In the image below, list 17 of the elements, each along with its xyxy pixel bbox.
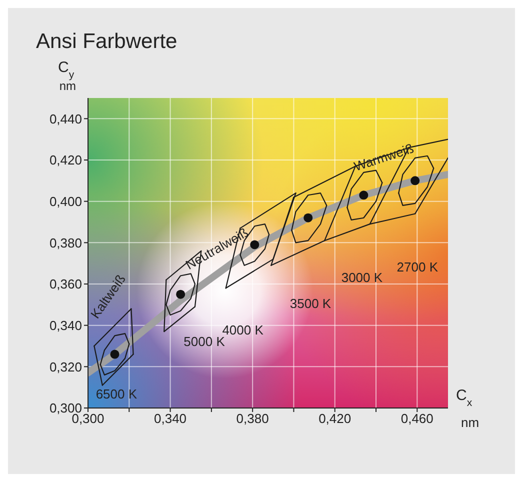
annotation: 3500 K	[290, 296, 332, 312]
y-tick-label: 0,340	[49, 318, 82, 333]
chart-title: Ansi Farbwerte	[36, 30, 178, 54]
y-tick-label: 0,420	[49, 152, 82, 168]
y-axis-title: C$_{y}$ nm	[58, 59, 76, 93]
y-tick-label: 0,380	[49, 235, 82, 250]
x-tick-label: 0,340	[154, 411, 187, 426]
x-tick-label: 0,380	[236, 411, 269, 426]
y-tick-label: 0,400	[49, 194, 82, 209]
x-tick-label: 0,420	[318, 411, 352, 426]
x-tick-label: 0,460	[400, 411, 434, 426]
annotation: 6500 K	[96, 387, 138, 402]
y-tick-label: 0,360	[49, 276, 82, 292]
x-axis-title: C$_{x}$ nm	[456, 387, 480, 430]
y-tick-label: 0,320	[49, 359, 82, 374]
annotation: 3000 K	[341, 270, 383, 286]
y-tick-label: 0,440	[49, 111, 82, 126]
